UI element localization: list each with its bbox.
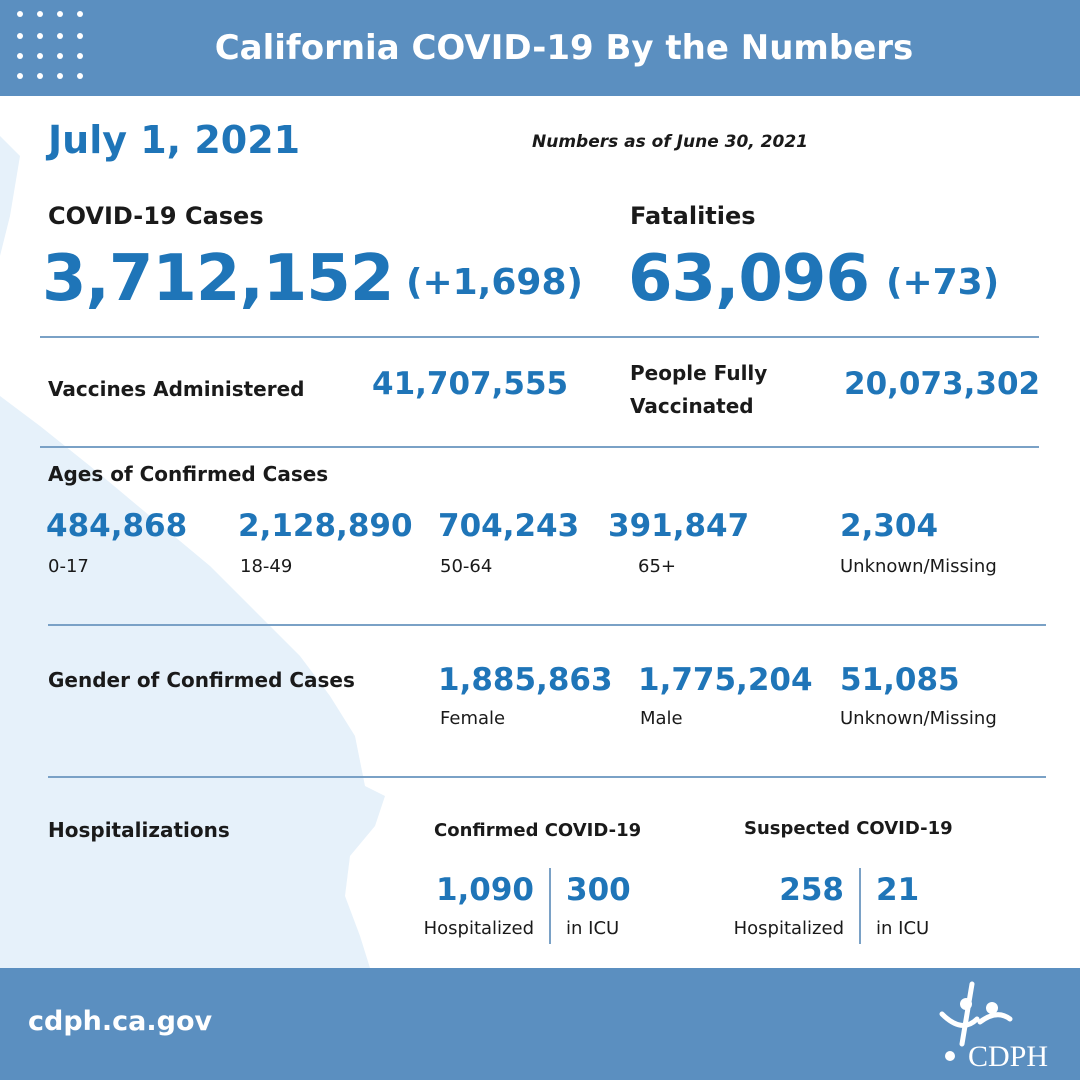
fatalities-delta: (+73)	[886, 262, 1000, 303]
footer-bar: cdph.ca.gov CDPH	[0, 968, 1080, 1080]
report-date: July 1, 2021	[48, 118, 301, 162]
age-label: 65+	[638, 556, 676, 577]
divider	[40, 446, 1039, 448]
age-label: 18-49	[240, 556, 293, 577]
gender-value: 1,775,204	[638, 662, 813, 698]
fatalities-label: Fatalities	[630, 202, 756, 230]
as-of-note: Numbers as of June 30, 2021	[532, 132, 808, 152]
website-link[interactable]: cdph.ca.gov	[28, 1006, 213, 1037]
cases-delta: (+1,698)	[406, 262, 583, 303]
divider	[40, 336, 1039, 338]
hospitalizations-label: Hospitalizations	[48, 818, 230, 842]
logo-text: CDPH	[968, 1040, 1048, 1073]
fully-vaccinated-label-line1: People Fully	[630, 361, 768, 385]
divider	[48, 624, 1046, 626]
confirmed-icu-label: in ICU	[566, 918, 620, 939]
fatalities-value: 63,096	[628, 242, 870, 316]
confirmed-icu-value: 300	[566, 872, 631, 908]
age-value: 2,128,890	[238, 508, 413, 544]
header-bar: California COVID-19 By the Numbers	[0, 0, 1080, 96]
age-value: 484,868	[46, 508, 188, 544]
gender-label: Gender of Confirmed Cases	[48, 668, 355, 692]
gender-value: 51,085	[840, 662, 960, 698]
gender-value: 1,885,863	[438, 662, 613, 698]
dot-grid-icon	[17, 11, 83, 79]
gender-label-item: Female	[440, 708, 506, 729]
age-label: 50-64	[440, 556, 493, 577]
suspected-hospitalized-label: Hospitalized	[733, 918, 844, 939]
vaccines-label: Vaccines Administered	[48, 377, 305, 401]
suspected-icu-label: in ICU	[876, 918, 930, 939]
cdph-logo-icon: CDPH	[939, 981, 1048, 1073]
cases-value: 3,712,152	[42, 242, 394, 316]
age-value: 2,304	[840, 508, 939, 544]
confirmed-label: Confirmed COVID-19	[434, 820, 642, 841]
age-label: 0-17	[48, 556, 89, 577]
cases-label: COVID-19 Cases	[48, 202, 264, 230]
confirmed-hospitalized-label: Hospitalized	[423, 918, 534, 939]
fully-vaccinated-value: 20,073,302	[844, 366, 1041, 402]
suspected-hospitalized-value: 258	[779, 872, 844, 908]
age-label: Unknown/Missing	[840, 556, 997, 577]
confirmed-hospitalized-value: 1,090	[435, 872, 534, 908]
divider	[859, 868, 861, 944]
divider	[48, 776, 1046, 778]
fully-vaccinated-label-line2: Vaccinated	[630, 394, 754, 418]
vaccines-value: 41,707,555	[372, 366, 569, 402]
divider	[549, 868, 551, 944]
ages-label: Ages of Confirmed Cases	[48, 462, 329, 486]
suspected-icu-value: 21	[876, 872, 920, 908]
suspected-label: Suspected COVID-19	[744, 818, 953, 839]
gender-label-item: Unknown/Missing	[840, 708, 997, 729]
gender-label-item: Male	[640, 708, 683, 729]
age-value: 391,847	[608, 508, 750, 544]
age-value: 704,243	[438, 508, 580, 544]
page-title: California COVID-19 By the Numbers	[214, 28, 914, 68]
california-map-icon	[0, 136, 385, 968]
